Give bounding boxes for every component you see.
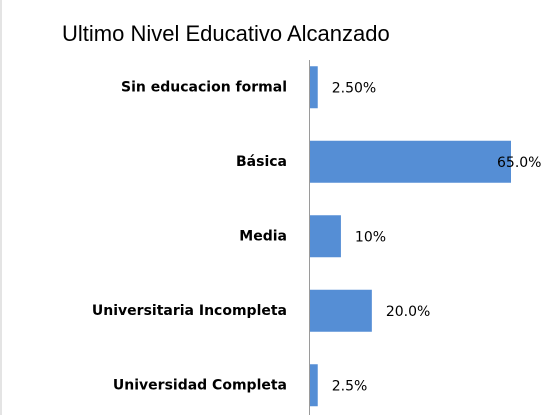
category-label: Universitaria Incompleta xyxy=(92,303,287,319)
value-label: 10% xyxy=(355,229,386,245)
category-label: Sin educacion formal xyxy=(121,79,287,95)
bar xyxy=(310,289,372,332)
bar xyxy=(310,364,318,407)
value-label: 20.0% xyxy=(386,304,430,320)
bar xyxy=(310,66,318,109)
bar xyxy=(310,215,341,258)
chart-title: Ultimo Nivel Educativo Alcanzado xyxy=(62,21,390,46)
category-label: Básica xyxy=(236,154,287,170)
value-label: 2.50% xyxy=(332,80,376,96)
category-label: Media xyxy=(239,228,287,244)
value-label: 65.0% xyxy=(497,155,541,171)
value-label: 2.5% xyxy=(332,378,368,394)
category-label: Universidad Completa xyxy=(113,377,287,393)
bar xyxy=(310,140,511,183)
